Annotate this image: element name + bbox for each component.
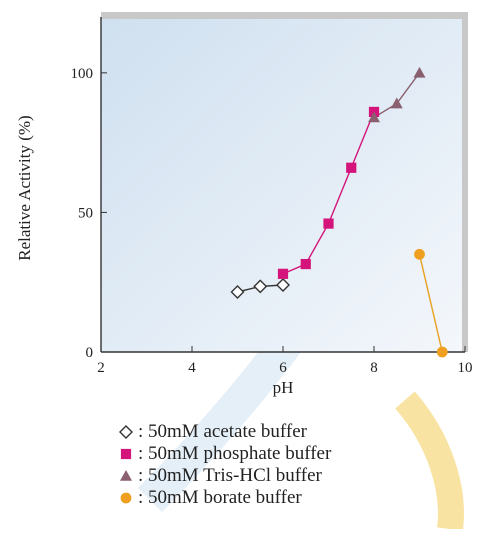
data-point-phosphate-1 — [300, 258, 311, 270]
y-tick-label-100: 100 — [71, 66, 94, 82]
data-point-tris-0 — [368, 111, 380, 123]
x-tick-label-4: 4 — [188, 360, 196, 376]
data-point-phosphate-0 — [277, 268, 289, 279]
legend-marker-tris — [120, 470, 132, 481]
data-point-tris-2 — [413, 66, 426, 78]
data-point-acetate-1 — [253, 279, 268, 294]
legend-label-phosphate: : 50mM phosphate buffer — [138, 443, 332, 464]
legend-label-borate: : 50mM borate buffer — [138, 487, 302, 508]
y-axis-title: Relative Activity (%) — [15, 115, 34, 260]
plot-frame — [100, 12, 468, 353]
data-point-borate-0 — [414, 248, 425, 260]
legend-marker-phosphate — [120, 448, 132, 460]
watermark-gold-swoosh — [395, 391, 464, 531]
plot-frame-right — [462, 12, 468, 352]
data-point-acetate-0 — [230, 284, 245, 299]
x-tick-label-2: 2 — [97, 360, 105, 376]
plot-frame-top — [101, 12, 468, 19]
series-line-borate — [418, 254, 443, 353]
legend-marker-borate — [120, 492, 132, 504]
legend-marker-acetate — [119, 425, 133, 439]
legend-label-tris: : 50mM Tris-HCl buffer — [138, 465, 323, 486]
data-point-tris-1 — [390, 97, 403, 109]
data-point-phosphate-2 — [323, 218, 334, 229]
x-tick-label-10: 10 — [458, 360, 473, 376]
plot-background — [101, 17, 465, 352]
series-points — [230, 66, 448, 358]
x-tick-label-6: 6 — [279, 360, 287, 376]
legend: : 50mM acetate buffer: 50mM phosphate bu… — [119, 421, 332, 508]
data-point-phosphate-3 — [346, 162, 357, 173]
y-tick-label-0: 0 — [86, 345, 94, 361]
legend-label-acetate: : 50mM acetate buffer — [138, 421, 308, 442]
x-axis-title: pH — [273, 378, 294, 397]
y-tick-label-50: 50 — [78, 205, 93, 221]
data-point-acetate-2 — [276, 278, 290, 292]
data-point-borate-1 — [436, 346, 448, 358]
x-tick-label-8: 8 — [370, 360, 378, 376]
